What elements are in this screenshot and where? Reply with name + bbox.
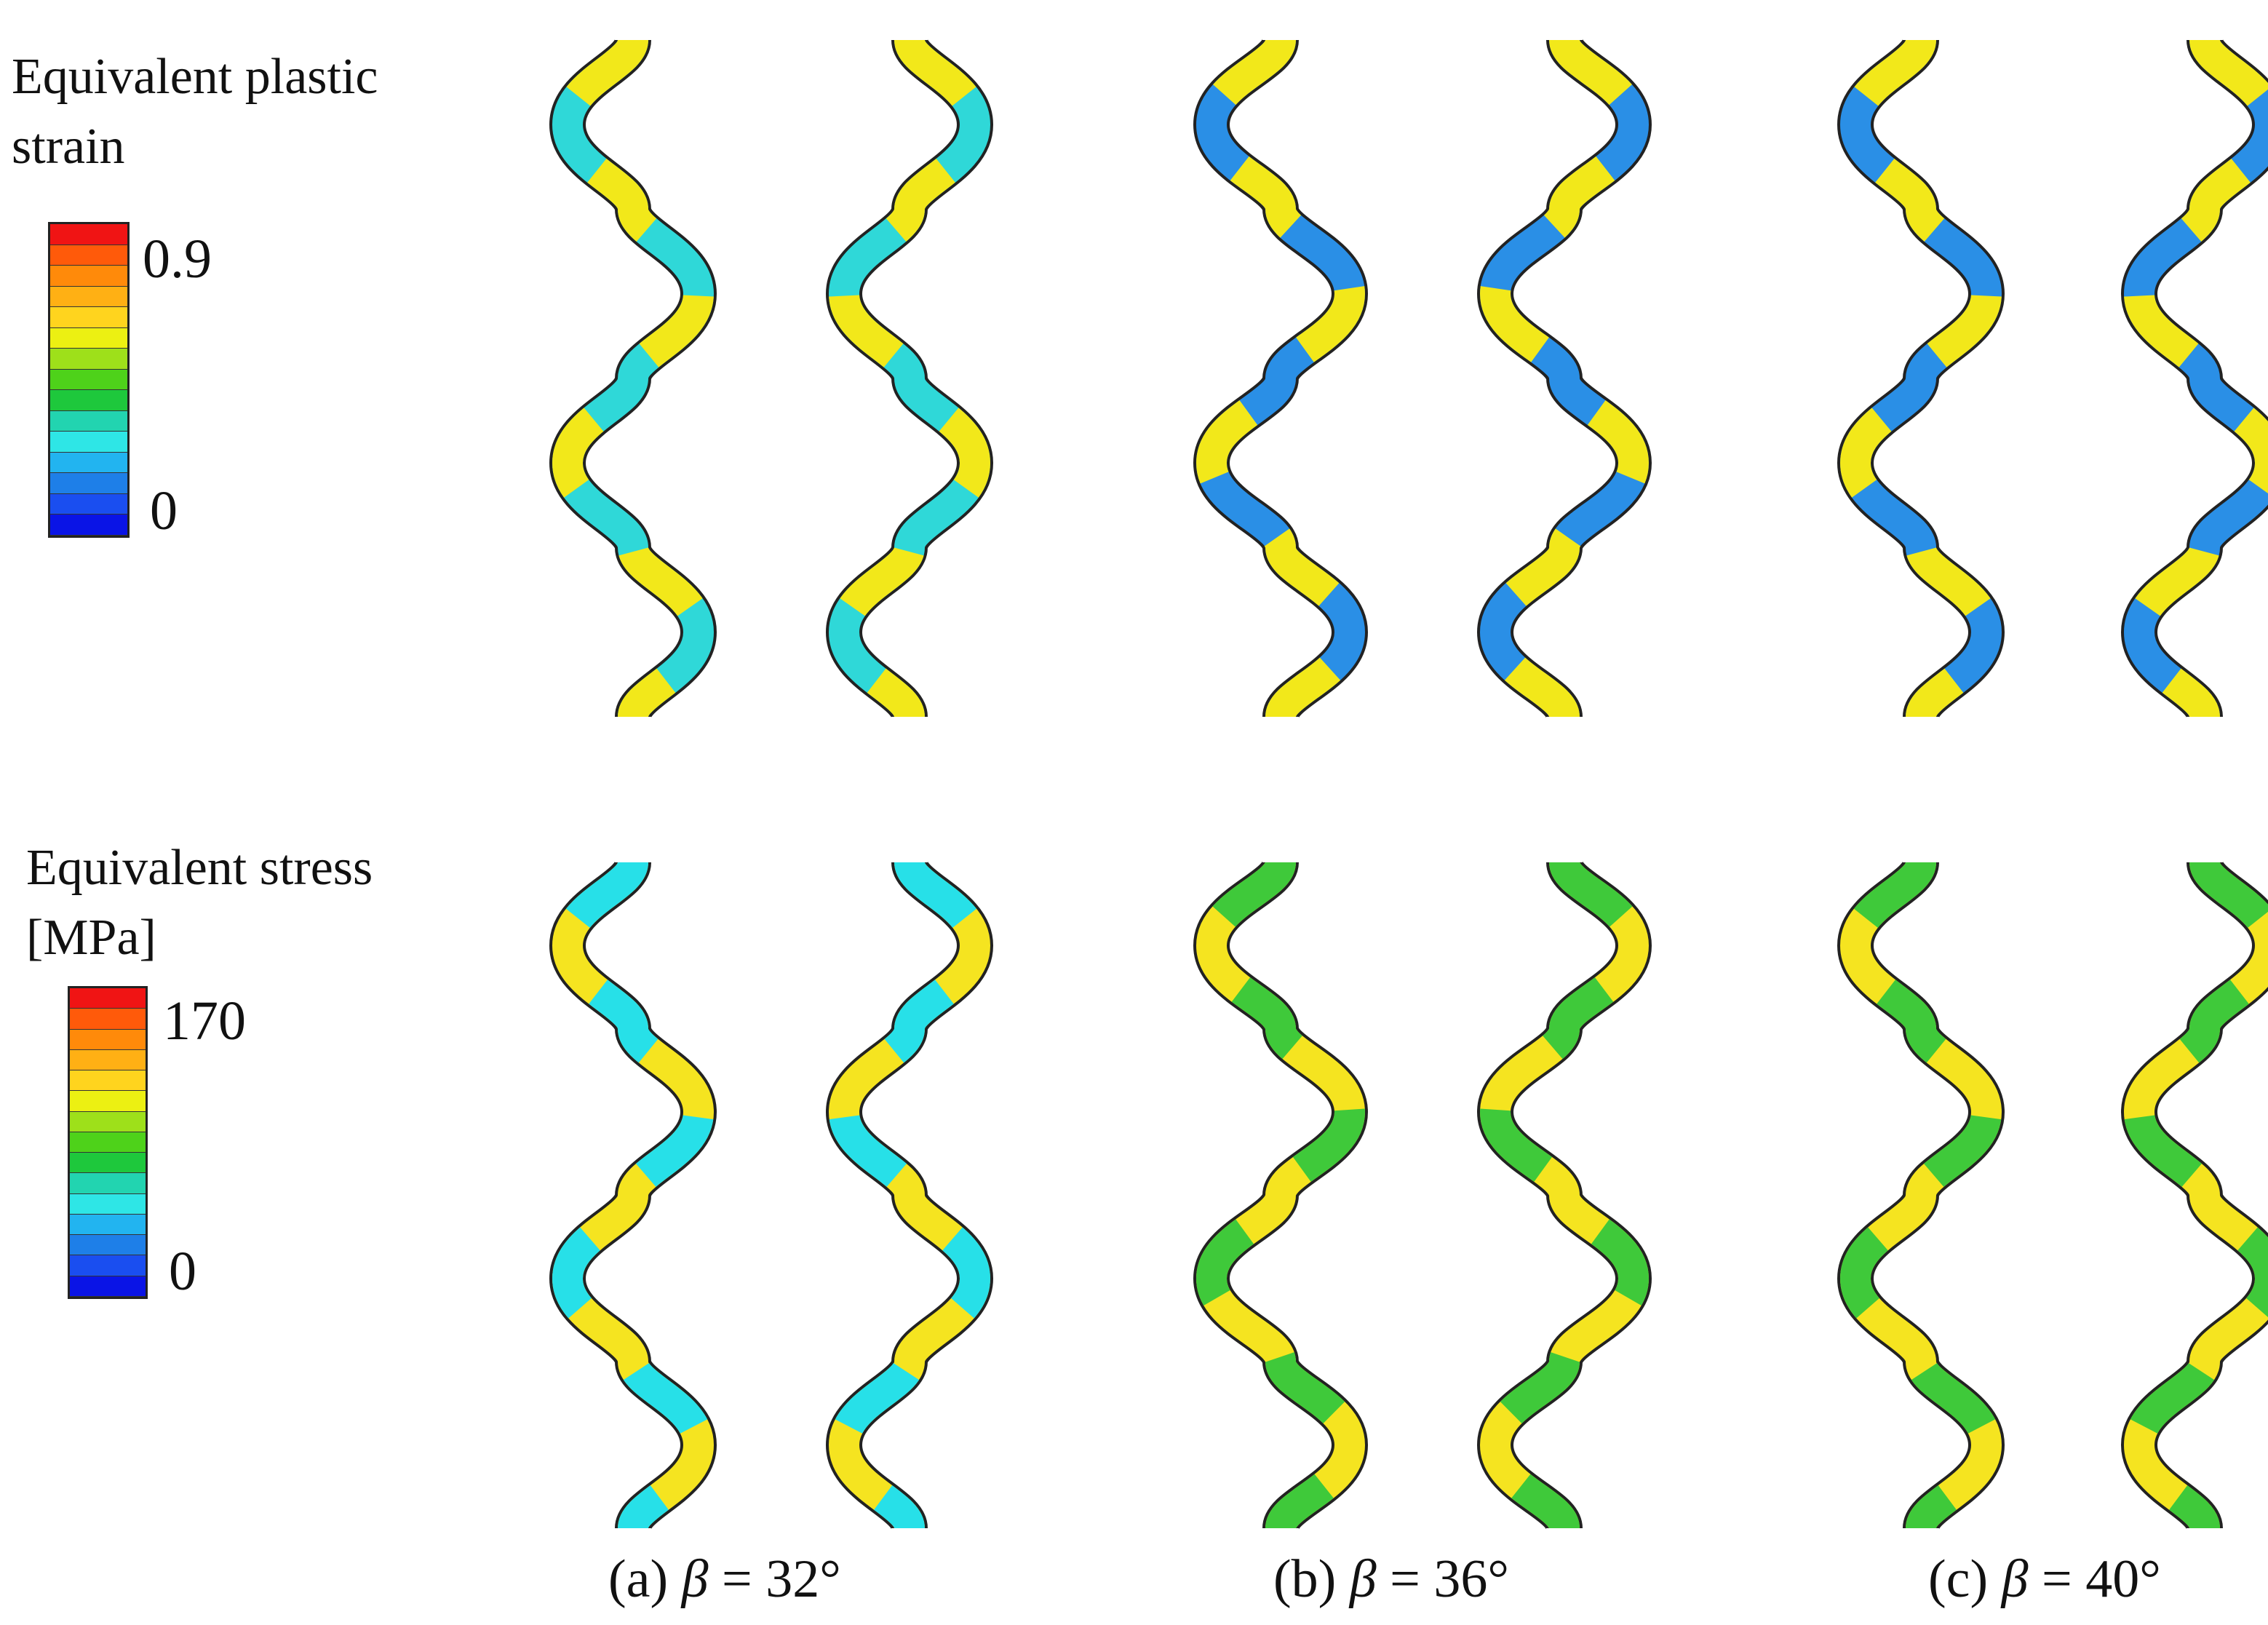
colorbar-segment (50, 349, 127, 370)
colorbar-segment (50, 327, 127, 349)
strut-strain-c-2-band (2124, 37, 2268, 720)
caption-c-prefix: (c) (1928, 1549, 2002, 1609)
colorbar-segment (50, 266, 127, 287)
stress-legend-title: Equivalent stress [MPa] (26, 840, 373, 966)
strut-stress-a-1-band (552, 859, 714, 1531)
strut-stress-c-1-band (1840, 859, 2002, 1531)
strain-max-label: 0.9 (143, 229, 212, 290)
colorbar-segment (70, 1009, 146, 1030)
strut-stress-c-2-band (2124, 859, 2268, 1531)
colorbar-segment (50, 369, 127, 391)
caption-c: (c) β = 40° (1928, 1550, 2161, 1608)
strut-stress-b-2-band (1480, 859, 1649, 1531)
colorbar-segment (70, 988, 146, 1009)
colorbar-segment (70, 1091, 146, 1112)
colorbar-segment (70, 1029, 146, 1050)
strut-strain-b-2 (1480, 37, 1649, 720)
colorbar-segment (70, 1153, 146, 1174)
caption-b-beta: β (1349, 1549, 1377, 1609)
strut-stress-b-1 (1196, 859, 1365, 1531)
caption-c-suffix: = 40° (2028, 1549, 2161, 1609)
caption-b-suffix: = 36° (1376, 1549, 1509, 1609)
colorbar-segment (50, 493, 127, 515)
stress-max-label: 170 (163, 990, 246, 1052)
colorbar-segment (70, 1132, 146, 1153)
colorbar-segment (50, 473, 127, 494)
strut-stress-b-2 (1480, 859, 1649, 1531)
colorbar-segment (50, 390, 127, 411)
colorbar-segment (70, 1111, 146, 1132)
colorbar-segment (70, 1173, 146, 1194)
colorbar-segment (70, 1214, 146, 1236)
colorbar-segment (70, 1193, 146, 1215)
strut-strain-c-1-band (1840, 37, 2002, 720)
strut-strain-a-2 (829, 37, 990, 720)
strut-strain-a-1-band (552, 37, 714, 720)
colorbar-segment (50, 514, 127, 536)
colorbar-segment (50, 224, 127, 245)
colorbar-segment (50, 432, 127, 453)
caption-a-beta: β (681, 1549, 709, 1609)
colorbar-segment (50, 452, 127, 474)
strain-legend-title: Equivalent plastic strain (12, 49, 378, 175)
colorbar-segment (70, 1070, 146, 1092)
stress-min-label: 0 (169, 1241, 196, 1302)
colorbar-segment (70, 1235, 146, 1256)
caption-b-prefix: (b) (1273, 1549, 1350, 1609)
colorbar-segment (50, 286, 127, 308)
stress-colorbar (68, 986, 148, 1299)
colorbar-segment (70, 1276, 146, 1297)
caption-a-prefix: (a) (608, 1549, 682, 1609)
strut-strain-a-1 (552, 37, 714, 720)
strut-strain-b-1 (1196, 37, 1365, 720)
colorbar-segment (50, 245, 127, 266)
colorbar-segment (50, 410, 127, 432)
caption-a-suffix: = 32° (708, 1549, 841, 1609)
caption-b: (b) β = 36° (1273, 1550, 1509, 1608)
colorbar-segment (70, 1255, 146, 1276)
caption-c-beta: β (2001, 1549, 2029, 1609)
strut-strain-a-2-band (829, 37, 990, 720)
strut-stress-b-1-band (1196, 859, 1365, 1531)
strut-strain-c-1 (1840, 37, 2002, 720)
strain-colorbar (48, 222, 130, 538)
colorbar-segment (70, 1049, 146, 1071)
caption-a: (a) β = 32° (608, 1550, 841, 1608)
strain-min-label: 0 (150, 480, 178, 541)
strut-contours (549, 36, 2268, 1532)
colorbar-segment (50, 307, 127, 328)
strut-stress-a-2-band (829, 859, 990, 1531)
